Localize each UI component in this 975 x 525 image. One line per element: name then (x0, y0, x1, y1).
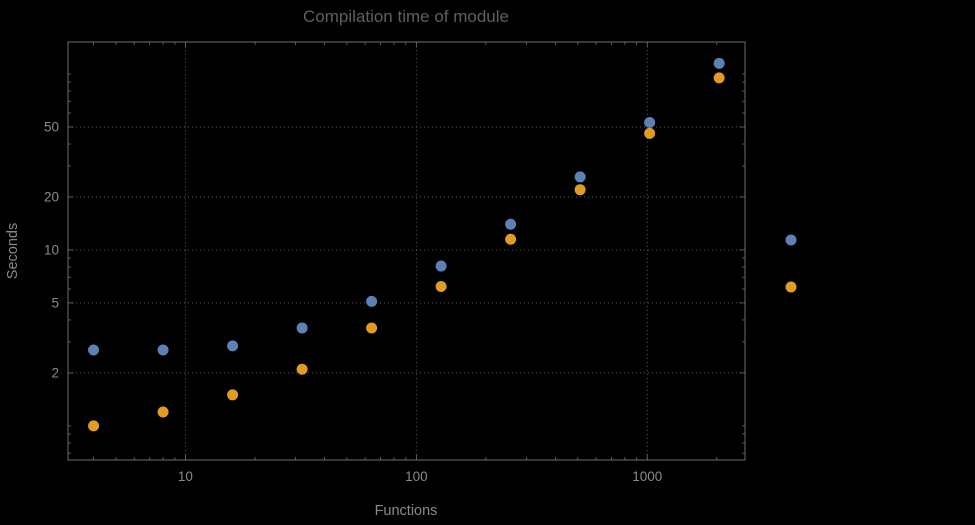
data-point-series-blue (644, 117, 656, 129)
legend-marker-blue (785, 234, 797, 246)
data-point-series-blue (713, 57, 725, 69)
x-tick-label: 100 (405, 469, 428, 484)
frame-layer (67, 41, 746, 461)
chart-title: Compilation time of module (303, 7, 509, 26)
data-point-series-orange (435, 280, 447, 292)
data-point-series-orange (296, 363, 308, 375)
legend (785, 234, 797, 293)
data-point-series-orange (505, 233, 517, 245)
data-point-series-blue (574, 171, 586, 183)
data-point-series-blue (227, 340, 239, 352)
data-point-series-blue (296, 322, 308, 334)
data-point-series-blue (88, 344, 100, 356)
x-axis-label: Functions (375, 503, 438, 519)
data-point-series-orange (713, 72, 725, 84)
points-layer (88, 57, 725, 432)
data-point-series-orange (644, 127, 656, 139)
plot-frame (67, 41, 746, 461)
data-point-series-blue (366, 295, 378, 307)
y-axis-label: Seconds (5, 223, 21, 279)
data-point-series-orange (227, 389, 239, 401)
x-tick-label: 10 (178, 469, 193, 484)
data-point-series-orange (574, 184, 586, 196)
data-point-series-orange (366, 322, 378, 334)
labels-layer: 10 100 1000 2 5 10 20 50 (44, 119, 662, 484)
y-tick-label: 2 (51, 365, 59, 380)
data-point-series-blue (435, 260, 447, 272)
data-point-series-orange (88, 420, 100, 432)
y-tick-label: 20 (44, 189, 59, 204)
tick-layer (68, 42, 745, 460)
legend-marker-orange (785, 281, 797, 293)
data-point-series-blue (157, 344, 169, 356)
data-point-series-blue (505, 218, 517, 230)
y-tick-label: 5 (51, 295, 59, 310)
data-point-series-orange (157, 406, 169, 418)
y-tick-label: 10 (44, 242, 59, 257)
grid-layer (68, 42, 745, 460)
y-tick-label: 50 (44, 119, 59, 134)
x-tick-label: 1000 (632, 469, 662, 484)
